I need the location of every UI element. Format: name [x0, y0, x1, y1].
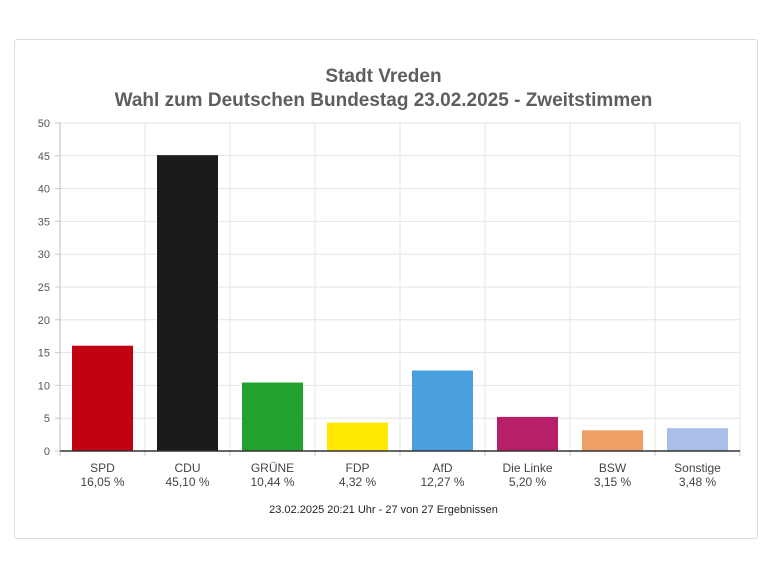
y-tick-label: 30	[38, 249, 50, 261]
value-label: 4,32 %	[339, 475, 377, 489]
chart-card	[14, 39, 758, 539]
y-tick-label: 15	[38, 348, 50, 360]
y-tick-label: 20	[38, 315, 50, 327]
x-tick-label: Die Linke	[502, 461, 552, 475]
value-label: 3,48 %	[679, 475, 717, 489]
bar-fdp	[327, 422, 388, 451]
y-tick-label: 35	[38, 216, 50, 228]
value-label: 10,44 %	[250, 475, 294, 489]
chart-subtitle: Wahl zum Deutschen Bundestag 23.02.2025 …	[114, 90, 653, 111]
y-tick-label: 5	[44, 413, 50, 425]
x-tick-label: SPD	[90, 461, 115, 475]
value-label: 12,27 %	[420, 475, 464, 489]
chart-title: Stadt Vreden	[325, 66, 442, 87]
x-tick-label: BSW	[599, 461, 627, 475]
bar-bsw	[582, 430, 643, 451]
x-tick-label: FDP	[346, 461, 370, 475]
bar-afd	[412, 370, 473, 451]
x-tick-label: CDU	[175, 461, 201, 475]
value-label: 5,20 %	[509, 475, 547, 489]
value-label: 16,05 %	[80, 475, 124, 489]
y-tick-label: 45	[38, 151, 50, 163]
chart-footer: 23.02.2025 20:21 Uhr - 27 von 27 Ergebni…	[269, 504, 498, 516]
bar-spd	[72, 345, 133, 451]
x-tick-label: AfD	[432, 461, 452, 475]
bar-sonstige	[667, 428, 728, 451]
bar-die-linke	[497, 416, 558, 451]
y-tick-label: 10	[38, 380, 50, 392]
y-tick-label: 0	[44, 446, 50, 458]
y-tick-label: 50	[38, 118, 50, 130]
value-label: 3,15 %	[594, 475, 632, 489]
x-tick-label: Sonstige	[674, 461, 721, 475]
bar-cdu	[157, 155, 218, 452]
value-label: 45,10 %	[165, 475, 209, 489]
bar-gr-ne	[242, 382, 303, 451]
x-tick-label: GRÜNE	[251, 461, 294, 475]
y-tick-label: 25	[38, 282, 50, 294]
y-tick-label: 40	[38, 184, 50, 196]
